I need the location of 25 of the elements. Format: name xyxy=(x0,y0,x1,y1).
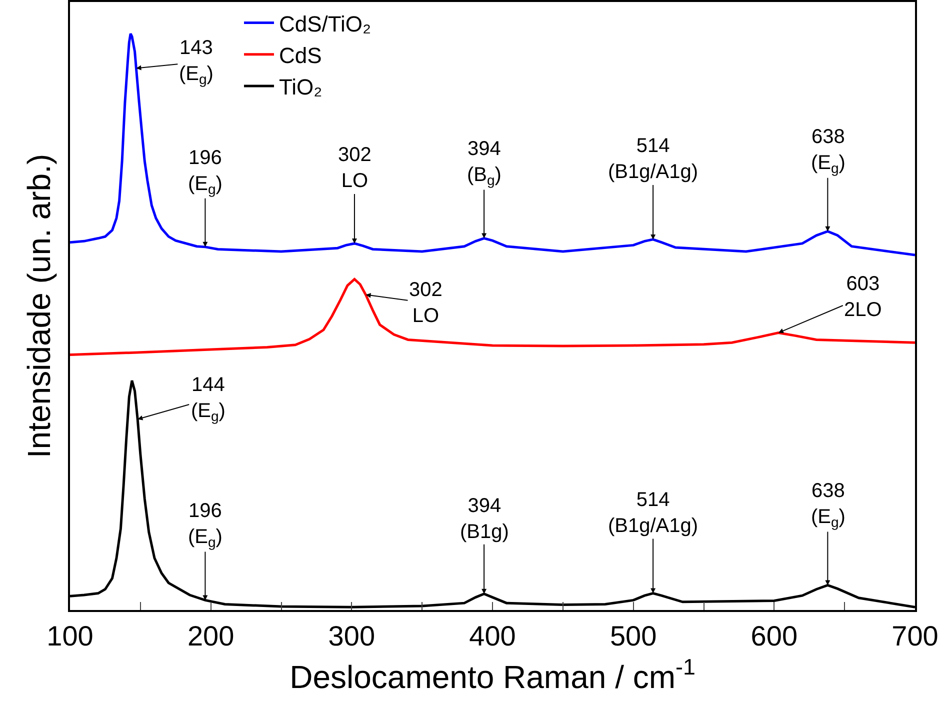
annotation: 514 (B1g/A1g) xyxy=(608,489,698,537)
annotation: 144 (E$_{g}$) xyxy=(191,374,226,424)
annotation: 143 (E$_{g}$) xyxy=(179,37,214,88)
annotation: 196 (E$_{g}$) xyxy=(188,147,222,198)
x-tick-label: 500 xyxy=(610,620,657,652)
annotation: 638 (E$_{g}$) xyxy=(811,126,846,176)
annotation: 302 LO xyxy=(338,144,372,192)
x-tick-label: 100 xyxy=(46,620,94,652)
annotation: 196 (E$_{g}$) xyxy=(188,500,222,550)
legend-label: TiO₂ xyxy=(279,74,322,100)
legend-label: CdS xyxy=(279,42,322,68)
y-axis-title: Intensidade (un. arb.) xyxy=(20,154,57,458)
annotation: 638 (E$_{g}$) xyxy=(811,480,846,530)
annotation: 603 2LO xyxy=(844,273,882,321)
legend-label: CdS/TiO₂ xyxy=(279,11,372,36)
x-tick-label: 200 xyxy=(187,620,234,652)
x-tick-label: 300 xyxy=(328,620,376,652)
annotation: 302 LO xyxy=(409,279,442,327)
x-tick-label: 400 xyxy=(469,620,516,652)
x-tick-label: 600 xyxy=(750,620,798,652)
annotation: 514 (B1g/A1g) xyxy=(608,135,698,183)
annotation: 394 (B1g) xyxy=(460,495,509,543)
annotation: 394 (B$_{g}$) xyxy=(467,138,502,188)
x-tick-label: 700 xyxy=(892,620,938,652)
x-axis-title: Deslocamento Raman / cm$^{-1}$ xyxy=(290,654,696,695)
